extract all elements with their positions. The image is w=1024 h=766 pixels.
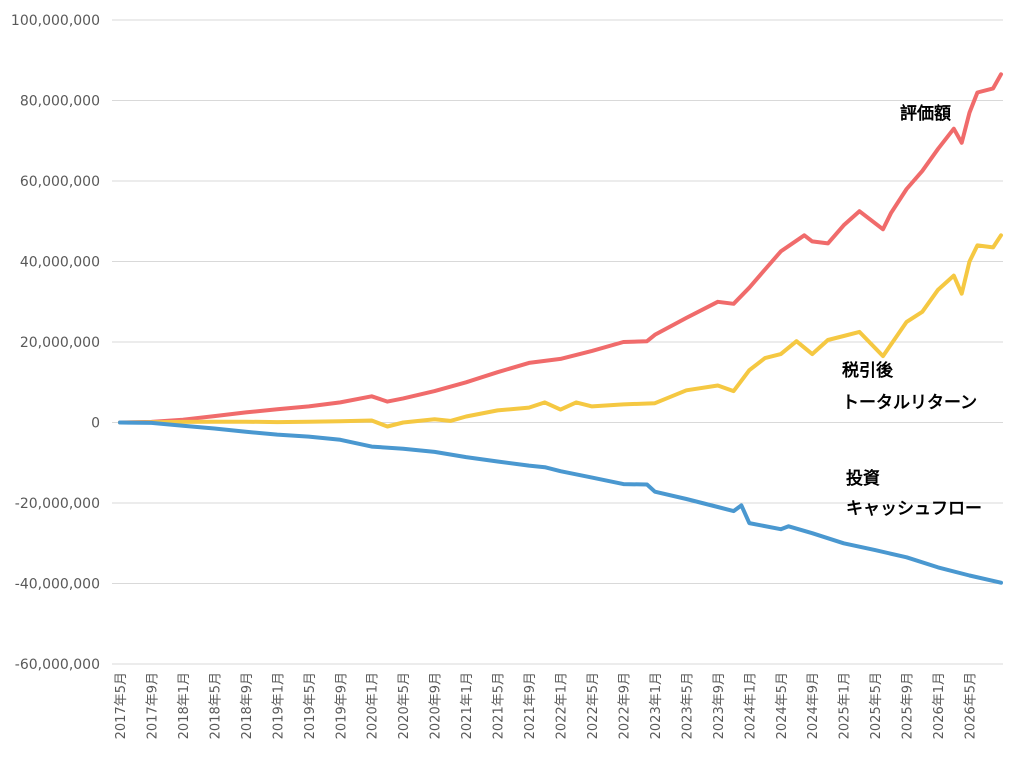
x-tick-label: 2020年9月	[429, 672, 444, 739]
x-tick-label: 2024年9月	[806, 672, 821, 739]
y-tick-label: 60,000,000	[20, 174, 100, 190]
x-tick-label: 2025年5月	[869, 672, 884, 739]
x-tick-label: 2019年9月	[334, 672, 349, 739]
x-tick-label: 2018年9月	[240, 672, 255, 739]
annotation-zeibiki: トータルリターン	[842, 393, 977, 413]
x-tick-label: 2023年5月	[680, 672, 695, 739]
annotation-hyoka: 評価額	[900, 103, 951, 124]
x-tick-label: 2020年5月	[397, 672, 412, 739]
x-tick-label: 2019年1月	[271, 672, 286, 739]
x-tick-label: 2017年5月	[114, 672, 129, 739]
x-tick-label: 2021年1月	[460, 672, 475, 739]
annotation-zeibiki: 税引後	[842, 360, 894, 381]
y-axis-ticks: 100,000,000 80,000,000 60,000,000 40,000,00…	[11, 13, 100, 673]
series-line-1	[118, 233, 1003, 429]
y-tick-label: 40,000,000	[20, 255, 100, 271]
annotation-toshi: 投資	[846, 468, 880, 489]
x-tick-label: 2024年5月	[775, 672, 790, 739]
x-axis-ticks: 2017年5月 2017年9月 2018年1月 2018年5月 2018年9月 2019年…	[114, 672, 979, 739]
x-tick-label: 2018年1月	[177, 672, 192, 739]
x-tick-label: 2026年5月	[964, 672, 979, 739]
x-tick-label: 2024年1月	[743, 672, 758, 739]
annotation-toshi: キャッシュフロー	[846, 499, 982, 519]
y-tick-label: 100,000,000	[11, 13, 100, 29]
x-tick-label: 2025年9月	[901, 672, 916, 739]
x-tick-label: 2019年5月	[303, 672, 318, 739]
x-tick-label: 2022年9月	[617, 672, 632, 739]
x-tick-label: 2021年9月	[523, 672, 538, 739]
y-tick-label: -40,000,000	[15, 577, 100, 593]
x-tick-label: 2023年9月	[712, 672, 727, 739]
x-tick-label: 2020年1月	[366, 672, 381, 739]
x-tick-label: 2022年1月	[555, 672, 570, 739]
y-tick-label: -60,000,000	[15, 657, 100, 673]
series-lines	[118, 72, 1003, 585]
x-tick-label: 2025年1月	[838, 672, 853, 739]
x-tick-label: 2022年5月	[586, 672, 601, 739]
x-tick-label: 2023年1月	[649, 672, 664, 739]
y-tick-label: 0	[91, 416, 100, 432]
x-tick-label: 2026年1月	[932, 672, 947, 739]
series-line-2	[118, 420, 1003, 585]
x-tick-label: 2021年5月	[492, 672, 507, 739]
y-tick-label: -20,000,000	[15, 496, 100, 512]
x-tick-label: 2018年5月	[208, 672, 223, 739]
x-tick-label: 2017年9月	[145, 672, 160, 739]
series-line-0	[118, 72, 1003, 425]
y-tick-label: 80,000,000	[20, 94, 100, 110]
y-tick-label: 20,000,000	[20, 335, 100, 351]
